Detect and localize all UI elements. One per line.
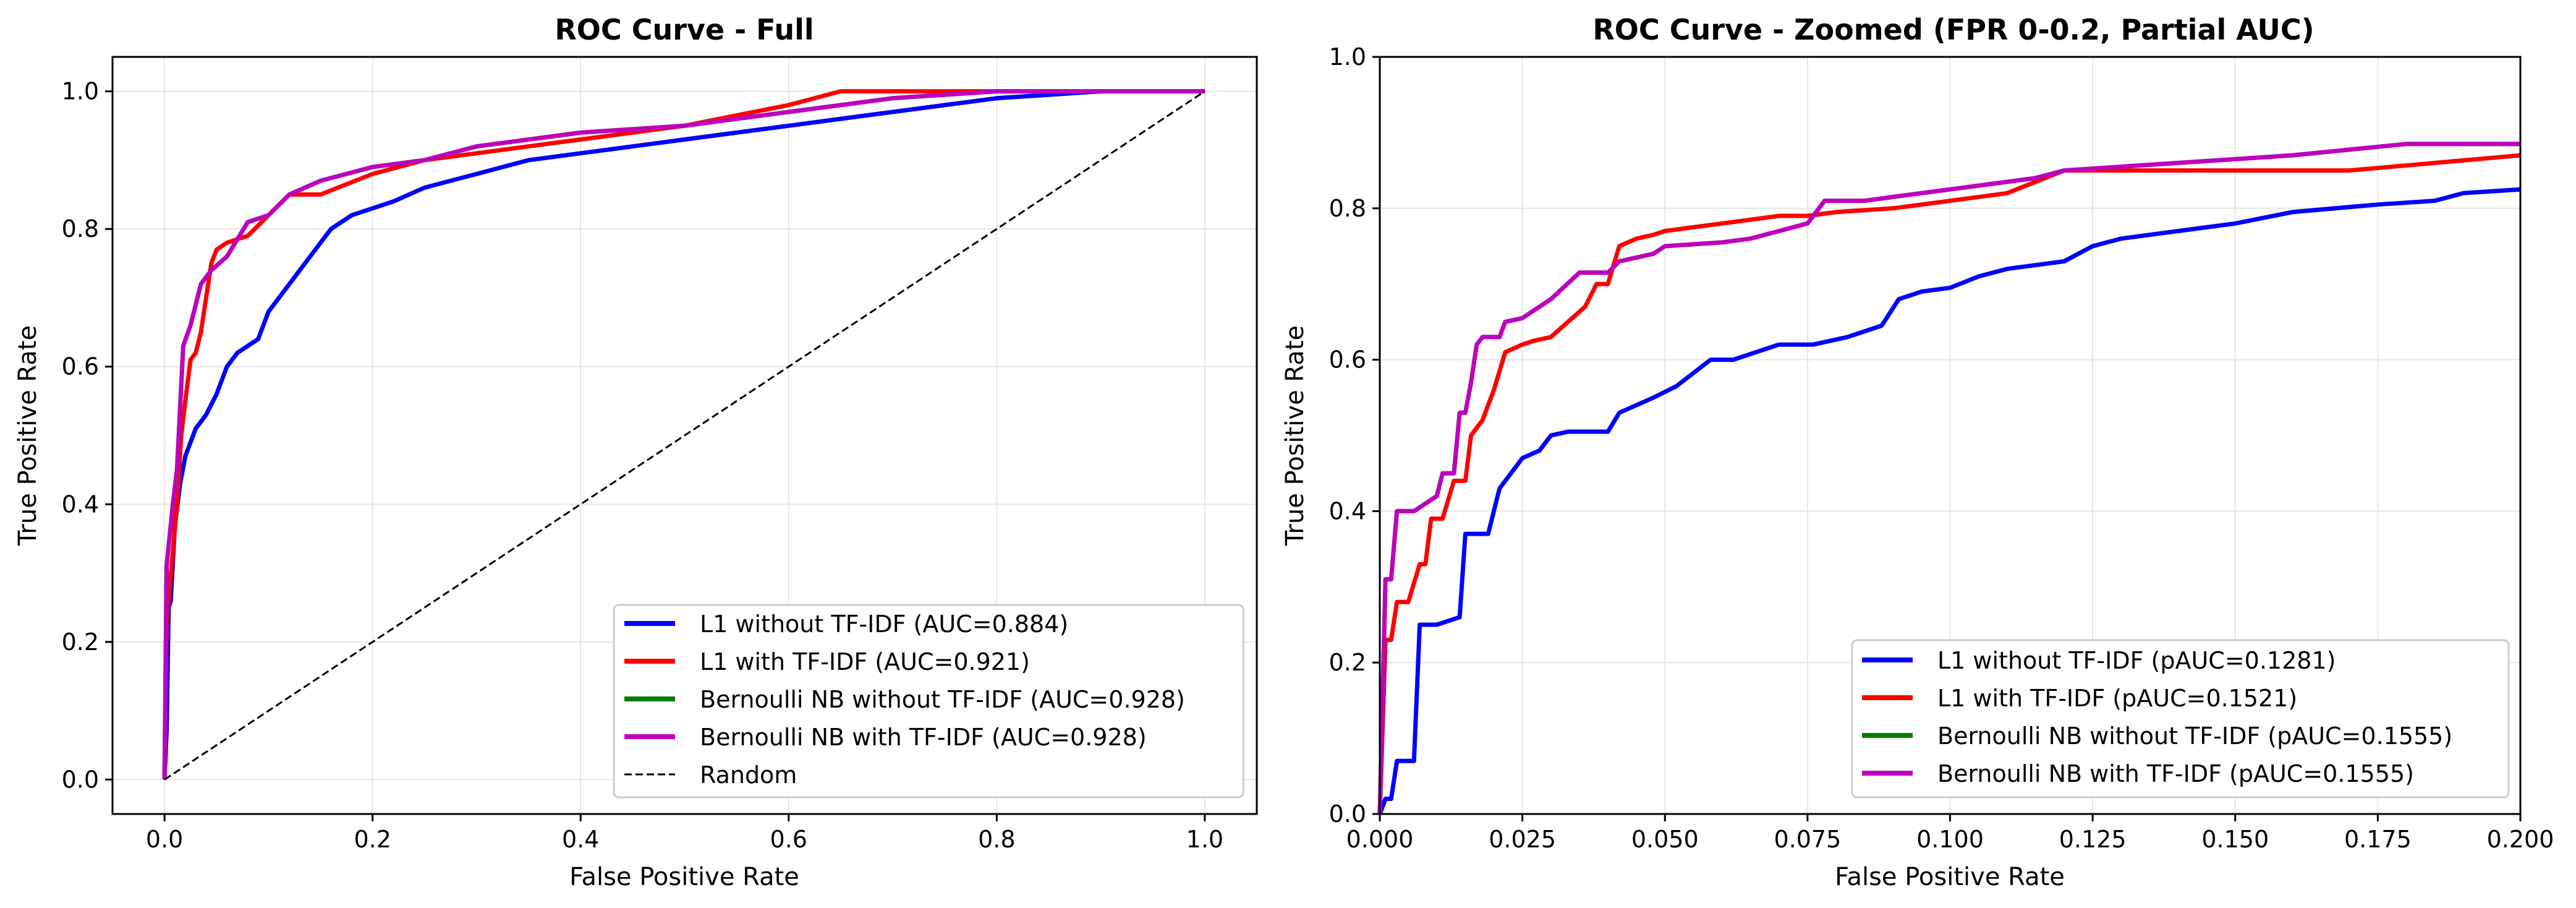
x-tick-label: 0.050: [1631, 826, 1699, 853]
legend-box: [613, 604, 1244, 799]
y-tick-label: 1.0: [1329, 43, 1366, 71]
y-tick-label: 0.8: [62, 215, 99, 242]
roc-series-line: [1377, 187, 2521, 815]
legend-entry: Bernoulli NB with TF-IDF (pAUC=0.1555): [1937, 760, 2414, 787]
roc-series-line: [162, 89, 1205, 780]
x-tick-label: 0.025: [1489, 826, 1556, 853]
x-tick-label: 0.000: [1346, 826, 1414, 853]
y-tick-label: 0.6: [62, 353, 99, 380]
roc-zoomed-panel: ROC Curve - Zoomed (FPR 0-0.2, Partial A…: [1281, 13, 2554, 891]
x-tick-label: 0.2: [354, 826, 391, 853]
x-tick-label: 0.4: [562, 826, 599, 853]
panel-title: ROC Curve - Zoomed (FPR 0-0.2, Partial A…: [1592, 13, 2314, 46]
x-axis-ticks: 0.000 0.025 0.050 0.075 0.100 0.125 0.150 0.175…: [1346, 814, 2554, 853]
y-tick-label: 0.4: [1329, 497, 1366, 525]
legend: L1 without TF-IDF (pAUC=0.1281) L1 with …: [1851, 639, 2510, 799]
y-axis-label: True Positive Rate: [1281, 325, 1309, 546]
x-tick-label: 0.150: [2201, 826, 2269, 853]
y-axis-ticks: 0.0 0.2 0.4 0.6 0.8 1.0: [62, 78, 113, 793]
x-tick-label: 0.075: [1774, 826, 1841, 853]
legend-entry: Bernoulli NB with TF-IDF (AUC=0.928): [700, 724, 1147, 751]
series-lines: [1377, 142, 2521, 815]
legend-entry: L1 with TF-IDF (pAUC=0.1521): [1937, 685, 2297, 712]
legend-entry: Bernoulli NB without TF-IDF (AUC=0.928): [700, 686, 1185, 713]
legend-box: [1851, 639, 2510, 799]
legend-entry: Random: [700, 761, 797, 789]
legend: L1 without TF-IDF (AUC=0.884) L1 with TF…: [613, 604, 1244, 799]
y-axis-ticks: 0.0 0.2 0.4 0.6 0.8 1.0: [1329, 43, 1380, 828]
series-lines: [162, 89, 1205, 781]
roc-series-line: [1377, 142, 2520, 815]
x-axis-label: False Positive Rate: [569, 863, 799, 891]
roc-series-line: [1377, 153, 2521, 815]
y-tick-label: 0.6: [1329, 346, 1366, 374]
x-tick-label: 0.0: [146, 826, 183, 853]
x-tick-label: 0.6: [770, 826, 807, 853]
y-tick-label: 0.0: [62, 766, 99, 793]
x-tick-label: 0.8: [978, 826, 1015, 853]
roc-series-line: [162, 89, 1101, 780]
x-axis-label: False Positive Rate: [1835, 863, 2065, 891]
y-tick-label: 0.2: [1329, 649, 1366, 676]
axes-frame: [111, 56, 1258, 815]
legend-entry: L1 without TF-IDF (AUC=0.884): [700, 610, 1068, 638]
legend-entry: L1 without TF-IDF (pAUC=0.1281): [1937, 647, 2336, 674]
x-tick-label: 0.175: [2344, 826, 2412, 853]
y-tick-label: 1.0: [62, 78, 99, 105]
panel-title: ROC Curve - Full: [555, 13, 814, 46]
y-axis-label: True Positive Rate: [14, 325, 42, 546]
y-tick-label: 0.4: [62, 490, 99, 518]
roc-full-panel: ROC Curve - Full 0.0 0.2 0.4 0.6 0.8 1.0 0.00…: [14, 13, 1258, 891]
y-tick-label: 0.8: [1329, 195, 1366, 222]
legend-entry: L1 with TF-IDF (AUC=0.921): [700, 648, 1030, 675]
x-tick-label: 0.100: [1916, 826, 1984, 853]
roc-series-line: [162, 89, 1205, 780]
legend-entry: Bernoulli NB without TF-IDF (pAUC=0.1555…: [1937, 722, 2452, 750]
x-tick-label: 1.0: [1186, 826, 1223, 853]
x-axis-ticks: 0.0 0.2 0.4 0.6 0.8 1.0: [146, 814, 1223, 853]
y-tick-label: 0.2: [62, 628, 99, 656]
x-tick-label: 0.125: [2059, 826, 2127, 853]
random-baseline-line: [164, 90, 1205, 781]
x-tick-label: 0.200: [2487, 826, 2554, 853]
y-tick-label: 0.0: [1329, 800, 1366, 828]
